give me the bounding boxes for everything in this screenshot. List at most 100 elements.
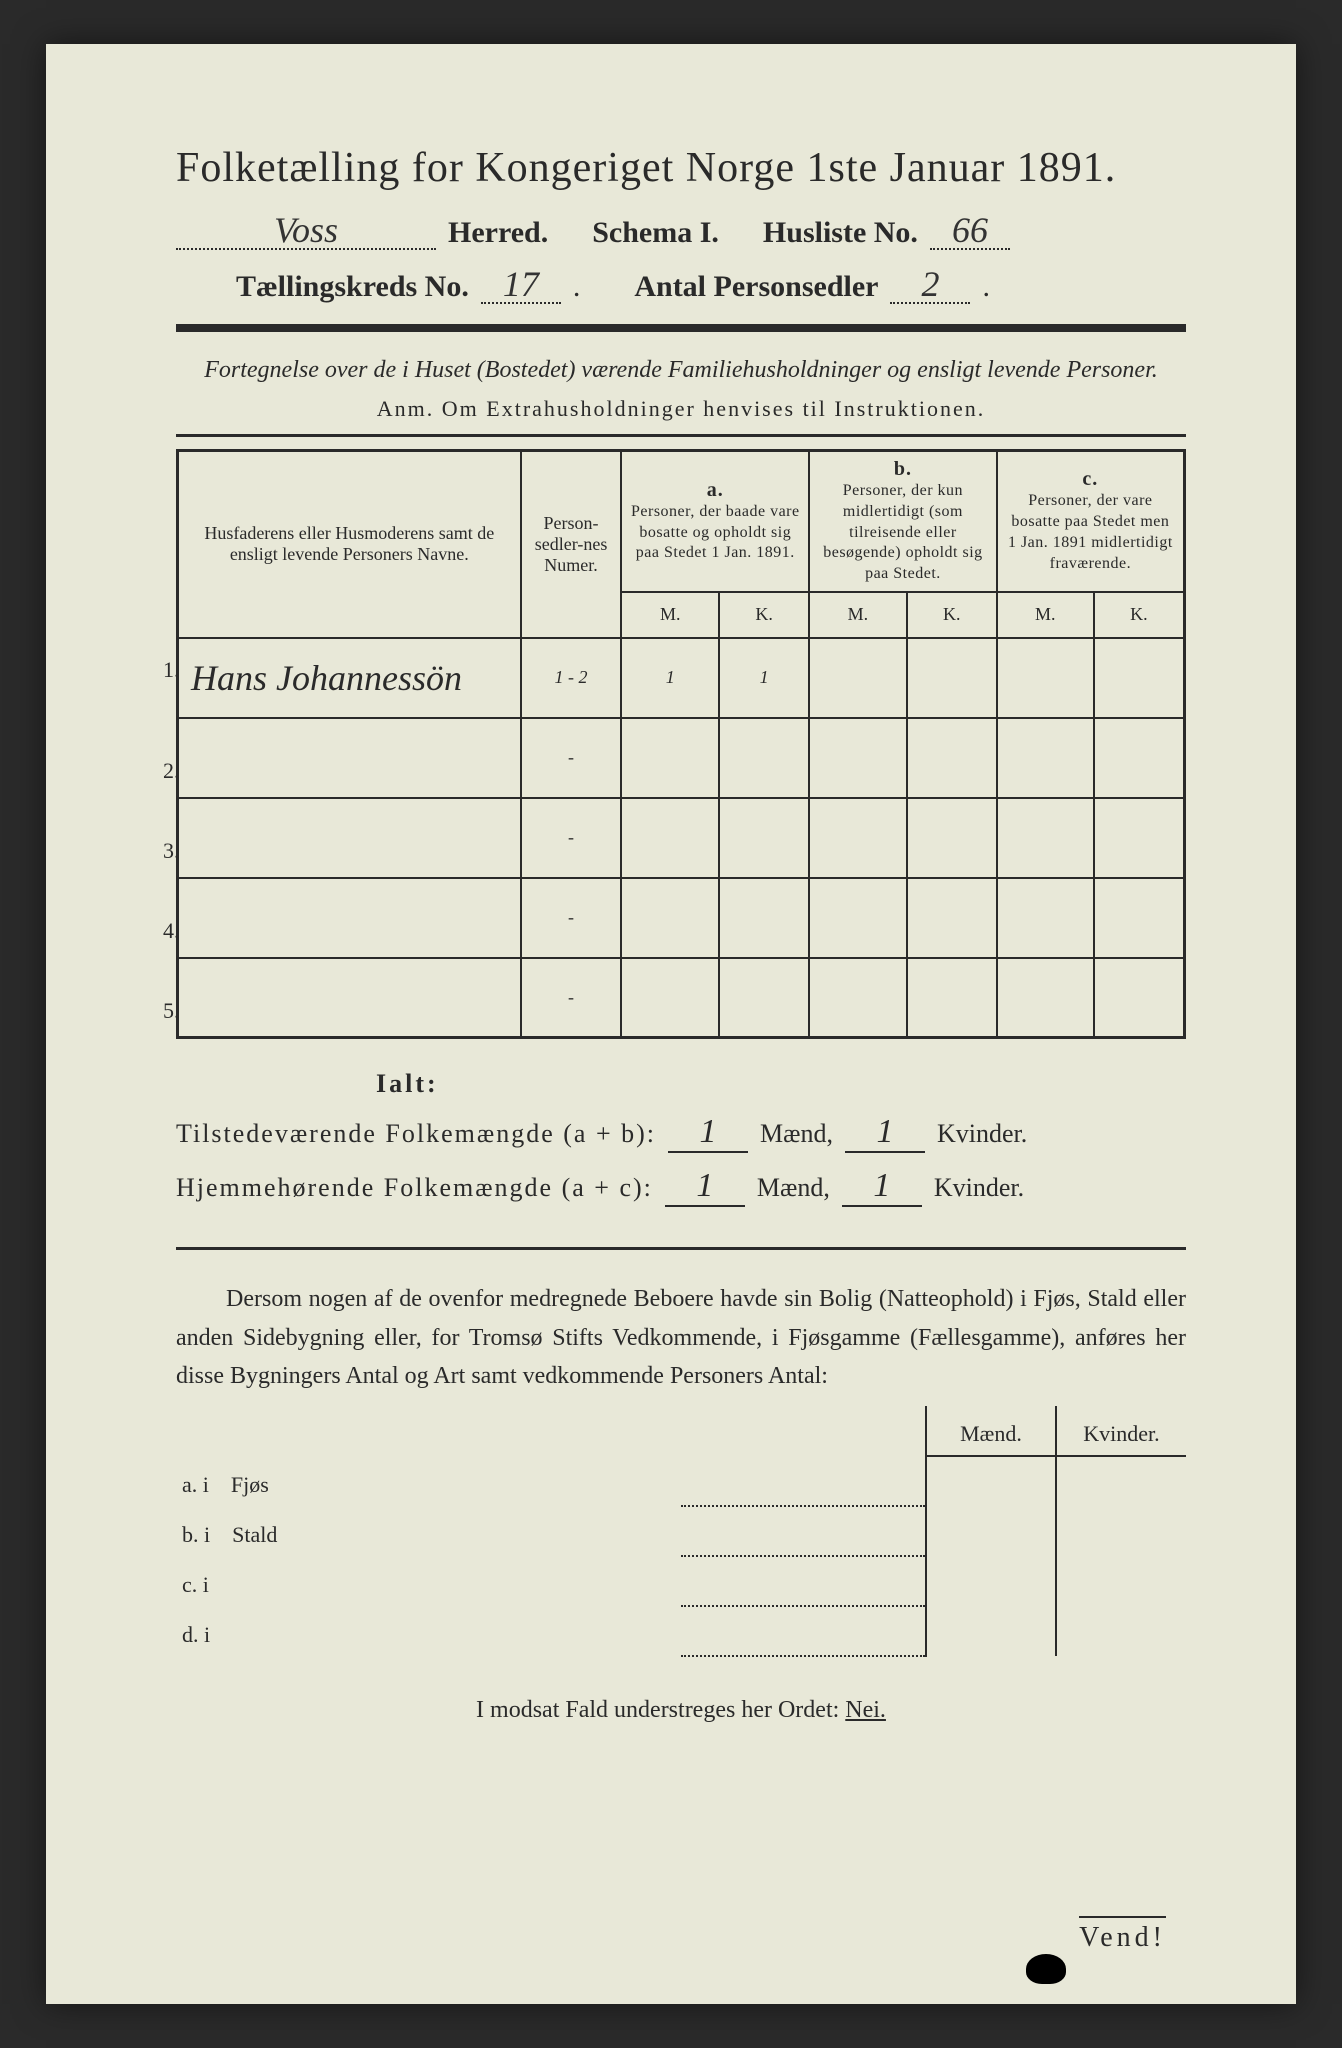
summary-section: Ialt: Tilstedeværende Folkemængde (a + b… (176, 1069, 1186, 1207)
footer-nei: I modsat Fald understreges her Ordet: Ne… (176, 1697, 1186, 1724)
intro-anm: Anm. Om Extrahusholdninger henvises til … (176, 396, 1186, 422)
lodging-k (1056, 1606, 1186, 1656)
row-num: 1. (163, 657, 180, 683)
lodging-k (1056, 1506, 1186, 1556)
mk-b-k: K. (907, 592, 997, 638)
cell-c-k (1094, 878, 1185, 958)
mk-c-k: K. (1094, 592, 1185, 638)
cell-a-m: 1 (621, 638, 719, 718)
cell-b-m (809, 798, 907, 878)
lodging-key: b. i (182, 1522, 210, 1547)
cell-c-k (1094, 638, 1185, 718)
cell-b-k (907, 718, 997, 798)
row-seq: - (521, 718, 622, 798)
divider-thin (176, 434, 1186, 437)
page-title: Folketælling for Kongeriget Norge 1ste J… (176, 144, 1186, 192)
cell-c-m (997, 718, 1094, 798)
cell-b-k (907, 638, 997, 718)
col-b-desc: Personer, der kun midlertidigt (som tilr… (818, 481, 988, 585)
row-name: Hans Johannessön (191, 658, 462, 698)
col-header-c: c. Personer, der vare bosatte paa Stedet… (997, 451, 1185, 592)
table-row: 4. - (178, 878, 1185, 958)
row-seq: - (521, 878, 622, 958)
summary-tilstede: Tilstedeværende Folkemængde (a + b): 1 M… (176, 1113, 1186, 1153)
table-row: 2. - (178, 718, 1185, 798)
lodging-key: d. i (182, 1622, 210, 1647)
lodging-row: c. i (176, 1556, 1186, 1606)
cell-b-k (907, 878, 997, 958)
col-header-num: Person-sedler-nes Numer. (521, 451, 622, 638)
mk-c-m: M. (997, 592, 1094, 638)
col-header-b: b. Personer, der kun midlertidigt (som t… (809, 451, 997, 592)
col-c-label: c. (1006, 468, 1175, 491)
lodging-row: a. i Fjøs (176, 1456, 1186, 1506)
cell-b-m (809, 958, 907, 1038)
lodging-k (1056, 1556, 1186, 1606)
divider-thin-2 (176, 1247, 1186, 1250)
kreds-label: Tællingskreds No. (236, 270, 469, 304)
lodging-key: c. i (182, 1572, 209, 1597)
table-row: 5. - (178, 958, 1185, 1038)
lodging-row: d. i (176, 1606, 1186, 1656)
intro-italic: Fortegnelse over de i Huset (Bostedet) v… (176, 352, 1186, 388)
nei-word: Nei. (845, 1697, 886, 1723)
header-row-2: Tællingskreds No. 17 . Antal Personsedle… (176, 266, 1186, 304)
antal-label: Antal Personsedler (634, 270, 878, 304)
cell-b-m (809, 718, 907, 798)
cell-a-m (621, 878, 719, 958)
lodging-dots (681, 1606, 926, 1656)
lodging-table: Mænd. Kvinder. a. i Fjøs b. i Stald c. i… (176, 1406, 1186, 1657)
lodging-dots (681, 1506, 926, 1556)
schema-label: Schema I. (592, 216, 719, 250)
lodging-m (926, 1506, 1056, 1556)
lodging-m (926, 1606, 1056, 1656)
lodging-text: Dersom nogen af de ovenfor medregnede Be… (176, 1280, 1186, 1395)
lodging-maend: Mænd. (926, 1406, 1056, 1456)
vend-label: Vend! (1079, 1916, 1166, 1954)
cell-c-m (997, 798, 1094, 878)
table-row: 1.Hans Johannessön 1 - 2 1 1 (178, 638, 1185, 718)
col-a-label: a. (630, 479, 800, 502)
cell-c-k (1094, 718, 1185, 798)
cell-a-m (621, 718, 719, 798)
maend-label: Mænd, (757, 1173, 830, 1203)
table-row: 3. - (178, 798, 1185, 878)
hjemme-m: 1 (665, 1167, 745, 1207)
row-num: 5. (163, 998, 180, 1024)
herred-value: Voss (176, 212, 436, 250)
cell-b-k (907, 798, 997, 878)
row-num: 4. (163, 918, 180, 944)
cell-b-m (809, 638, 907, 718)
col-header-a: a. Personer, der baade vare bosatte og o… (621, 451, 809, 592)
cell-a-m (621, 958, 719, 1038)
cell-a-k (719, 878, 809, 958)
ink-blot-icon (1026, 1954, 1066, 1984)
row-seq: - (521, 958, 622, 1038)
col-names-text: Husfaderens eller Husmoderens samt de en… (204, 523, 494, 564)
census-table: Husfaderens eller Husmoderens samt de en… (176, 449, 1186, 1039)
nei-line-text: I modsat Fald understreges her Ordet: (476, 1697, 845, 1723)
lodging-kvinder: Kvinder. (1056, 1406, 1186, 1456)
lodging-label: Stald (232, 1522, 277, 1547)
lodging-dots (681, 1456, 926, 1506)
col-a-desc: Personer, der baade vare bosatte og opho… (630, 502, 800, 564)
row-num: 3. (163, 838, 180, 864)
hjemme-label: Hjemmehørende Folkemængde (a + c): (176, 1173, 653, 1203)
husliste-value: 66 (930, 212, 1010, 250)
cell-a-m (621, 798, 719, 878)
kvinder-label: Kvinder. (934, 1173, 1024, 1203)
cell-b-m (809, 878, 907, 958)
kreds-value: 17 (481, 266, 561, 304)
row-seq: - (521, 798, 622, 878)
col-header-names: Husfaderens eller Husmoderens samt de en… (178, 451, 521, 638)
cell-c-m (997, 958, 1094, 1038)
summary-hjemme: Hjemmehørende Folkemængde (a + c): 1 Mæn… (176, 1167, 1186, 1207)
husliste-label: Husliste No. (763, 216, 918, 250)
row-seq: 1 - 2 (521, 638, 622, 718)
mk-b-m: M. (809, 592, 907, 638)
col-num-text: Person-sedler-nes Numer. (535, 513, 608, 575)
lodging-key: a. i (182, 1472, 209, 1497)
cell-c-k (1094, 958, 1185, 1038)
census-form: Folketælling for Kongeriget Norge 1ste J… (46, 44, 1296, 2004)
lodging-dots (681, 1556, 926, 1606)
